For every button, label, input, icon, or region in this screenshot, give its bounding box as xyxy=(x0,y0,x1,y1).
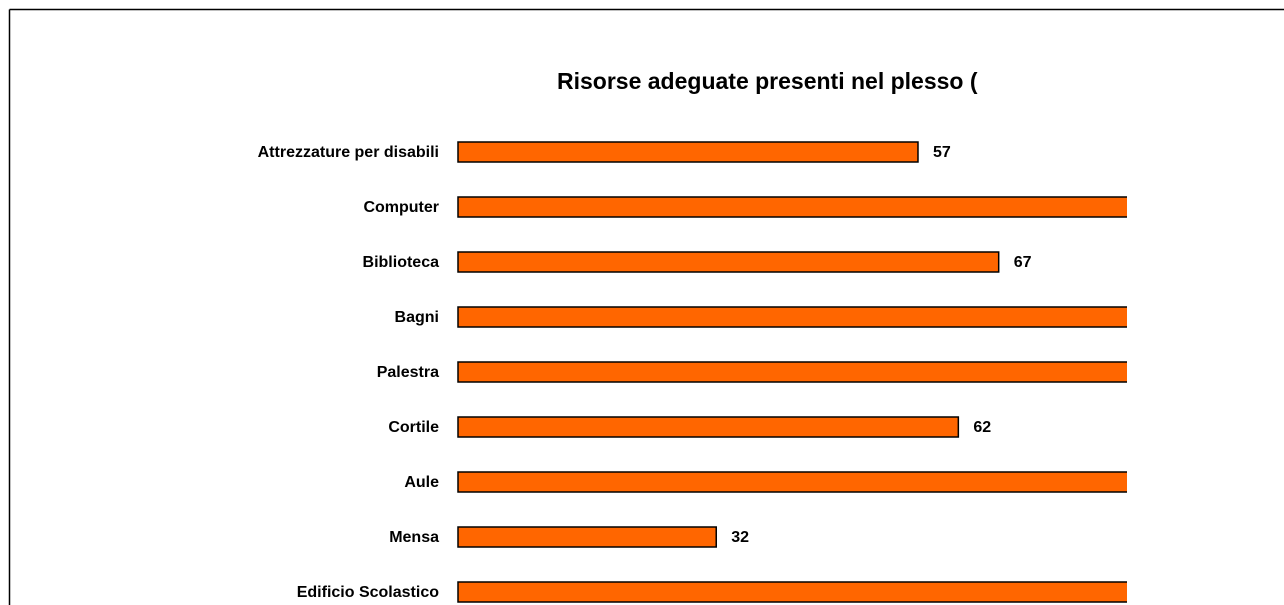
category-label: Cortile xyxy=(388,419,439,436)
bar xyxy=(457,141,919,163)
value-label: 62 xyxy=(973,419,991,436)
bar xyxy=(457,581,1127,603)
category-label: Biblioteca xyxy=(363,254,440,271)
category-label: Bagni xyxy=(395,309,439,326)
category-label: Computer xyxy=(363,199,439,216)
value-label: 100 xyxy=(1280,584,1284,601)
category-label: Edificio Scolastico xyxy=(297,584,439,601)
category-label: Palestra xyxy=(377,364,439,381)
bar xyxy=(457,251,1000,273)
bar xyxy=(457,416,960,438)
category-label: Aule xyxy=(404,474,439,491)
value-label: 57 xyxy=(933,144,951,161)
bar xyxy=(457,306,1127,328)
value-label: 85 xyxy=(1159,364,1177,381)
category-label: Attrezzature per disabili xyxy=(258,144,439,161)
category-label: Mensa xyxy=(389,529,439,546)
plot-area: 57 88 67 90 85 62 95 32 100 xyxy=(457,141,1284,603)
value-label: 67 xyxy=(1014,254,1032,271)
value-label: 88 xyxy=(1183,199,1201,216)
bar xyxy=(457,361,1127,383)
chart-title: Risorse adeguate presenti nel plesso ( xyxy=(557,68,978,94)
bar xyxy=(457,526,717,548)
value-label: 95 xyxy=(1240,474,1258,491)
value-label: 90 xyxy=(1199,309,1217,326)
bar xyxy=(457,471,1127,493)
value-label: 32 xyxy=(731,529,749,546)
bar xyxy=(457,196,1127,218)
